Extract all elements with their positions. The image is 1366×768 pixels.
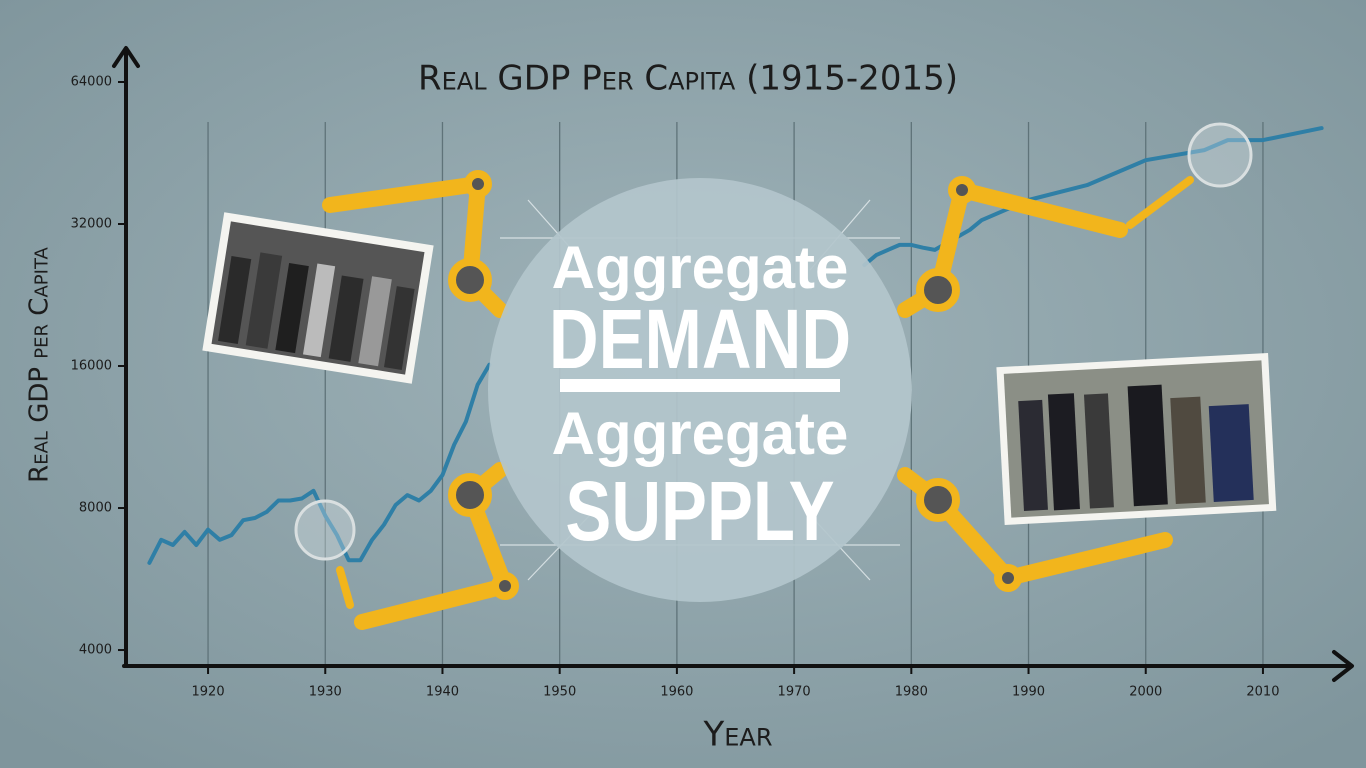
chart-title: Real GDP Per Capita (1915-2015) xyxy=(418,59,958,99)
photo-figure xyxy=(1127,384,1168,507)
y-tick-label: 64000 xyxy=(71,74,112,89)
data-line xyxy=(147,126,1324,565)
photo-figure xyxy=(383,286,415,370)
magnifier xyxy=(1187,122,1253,188)
arm-tip xyxy=(1126,176,1194,229)
photo-figure xyxy=(1170,396,1206,505)
x-tick-label: 1980 xyxy=(895,685,928,700)
y-axis-label: Real GDP per Capita xyxy=(25,246,55,482)
photo-figure xyxy=(1083,393,1114,509)
x-tick-label: 1920 xyxy=(192,685,225,700)
magnifiers xyxy=(294,122,1253,561)
joint xyxy=(491,572,519,600)
joint xyxy=(448,473,492,517)
photo-figure xyxy=(303,263,336,358)
y-tick-label: 16000 xyxy=(71,359,112,374)
magnifier xyxy=(294,499,356,561)
x-tick-label: 2000 xyxy=(1129,685,1162,700)
photo-figure xyxy=(1018,399,1048,511)
joint xyxy=(948,176,976,204)
photo-figure xyxy=(1047,393,1080,511)
y-tick-label: 8000 xyxy=(79,501,112,516)
photo-figure xyxy=(358,276,392,367)
x-tick-label: 1950 xyxy=(543,685,576,700)
photo-figure xyxy=(1208,404,1254,503)
photo-figure xyxy=(245,252,283,349)
y-arrow xyxy=(112,46,140,68)
y-tick-label: 4000 xyxy=(79,643,112,658)
x-tick-label: 1960 xyxy=(660,685,693,700)
x-tick-label: 1930 xyxy=(309,685,342,700)
photo-figure xyxy=(218,255,252,345)
center-badge: Aggregate DEMAND Aggregate SUPPLY xyxy=(488,178,912,602)
x-tick-label: 2010 xyxy=(1246,685,1279,700)
x-arrow xyxy=(1332,650,1354,682)
joints xyxy=(448,170,1022,600)
photo-figure xyxy=(328,275,364,362)
y-tick-label: 32000 xyxy=(71,217,112,232)
plot xyxy=(147,126,1324,565)
badge-divider xyxy=(560,379,840,392)
photo-2000s xyxy=(996,352,1277,525)
arm-tip xyxy=(336,566,354,609)
badge-text: Aggregate xyxy=(552,400,849,467)
badge-text: SUPPLY xyxy=(565,465,834,559)
badge-text: DEMAND xyxy=(549,293,851,387)
joint xyxy=(448,258,492,302)
joint xyxy=(916,478,960,522)
photo-1930s xyxy=(202,212,434,384)
badge-text: Aggregate xyxy=(552,234,849,301)
joint xyxy=(464,170,492,198)
joint xyxy=(994,564,1022,592)
x-tick-label: 1990 xyxy=(1012,685,1045,700)
joint xyxy=(916,268,960,312)
x-axis-label: Year xyxy=(702,715,772,755)
x-tick-label: 1970 xyxy=(778,685,811,700)
x-tick-label: 1940 xyxy=(426,685,459,700)
photo-figure xyxy=(275,263,309,354)
